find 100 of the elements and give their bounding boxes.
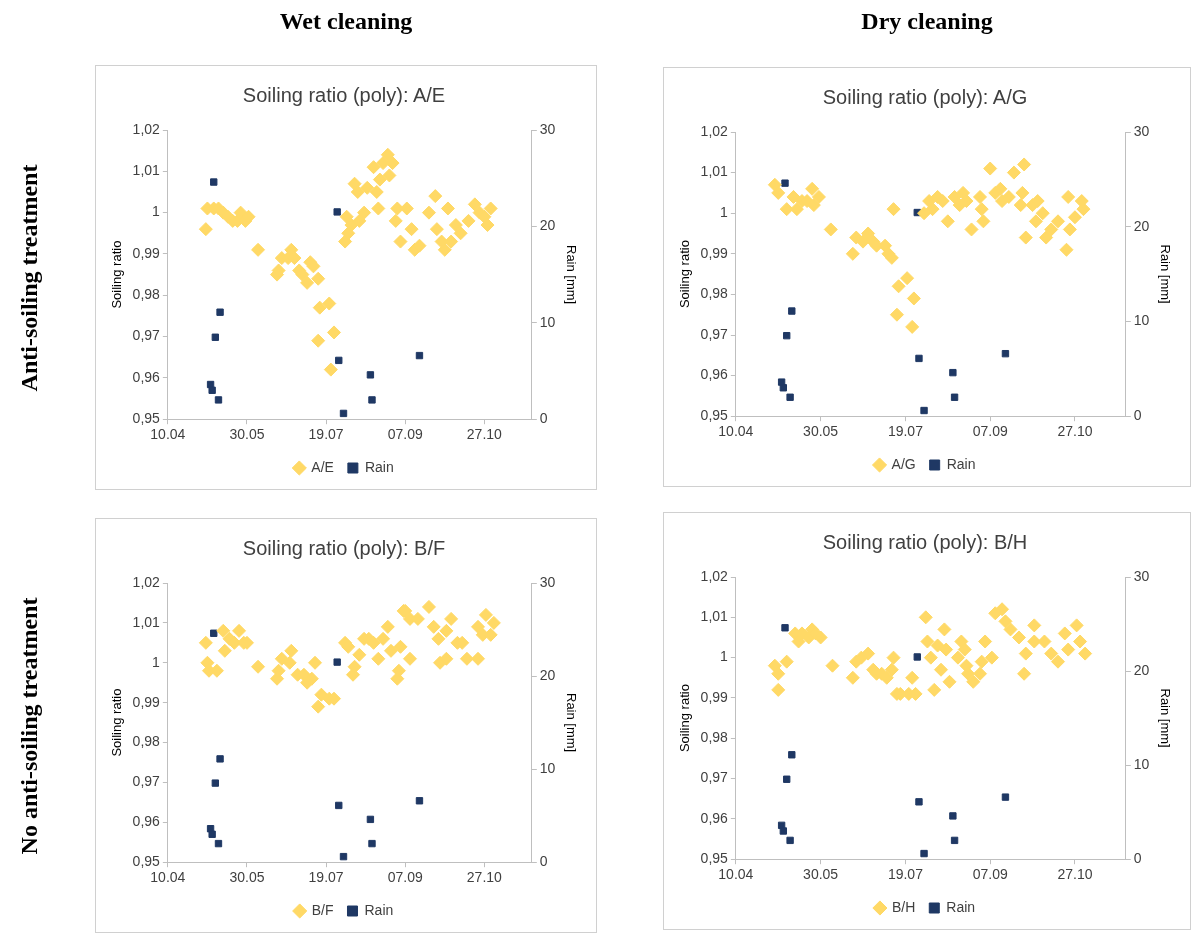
y2-tick-label: 10 (1133, 755, 1150, 772)
y-tick-label: 0,95 (700, 850, 729, 867)
point (339, 852, 348, 861)
y2-tick-label: 20 (1133, 661, 1150, 678)
y2-tick-label: 30 (539, 120, 556, 137)
x-tick-label: 30.05 (229, 869, 265, 886)
y2-tick-label: 30 (1133, 567, 1150, 584)
point (788, 751, 796, 759)
x-tick-label: 07.09 (387, 426, 423, 443)
point (333, 658, 341, 666)
text: Wet cleaning (278, 8, 414, 35)
point (920, 406, 928, 415)
legend-label: B/F (311, 901, 334, 918)
x-tick-label: 10.04 (150, 869, 186, 886)
y-tick-label: 1 (720, 204, 729, 221)
y-axis-title: Soiling ratio (677, 684, 693, 753)
y-tick-label: 1,01 (700, 163, 729, 180)
point (415, 351, 424, 360)
y-tick-label: 1,02 (132, 120, 161, 137)
x-tick-label: 19.07 (308, 869, 344, 886)
y-tick-label: 0,98 (132, 286, 161, 303)
x-tick-label: 19.07 (887, 423, 924, 440)
y2-axis-title: Rain [mm] (563, 692, 579, 753)
y-tick-label: 1,02 (132, 573, 161, 590)
chart-title: Soiling ratio (poly): B/F (242, 536, 446, 559)
y-tick-label: 0,98 (132, 733, 161, 750)
y2-tick-label: 30 (539, 573, 556, 590)
y-tick-label: 0,96 (132, 813, 161, 830)
y2-tick-label: 20 (1133, 217, 1150, 234)
y2-axis-title: Rain [mm] (1157, 244, 1173, 304)
point (366, 815, 375, 824)
point (949, 812, 957, 820)
y-tick-label: 0,95 (132, 853, 161, 870)
y-tick-label: 0,97 (700, 325, 729, 342)
y2-tick-label: 30 (1133, 122, 1150, 139)
text: Anti-soiling treatment (15, 163, 43, 394)
legend-label: Rain (364, 458, 394, 475)
y2-tick-label: 0 (539, 410, 548, 427)
y-tick-label: 0,97 (132, 327, 161, 344)
point (915, 798, 923, 806)
point (950, 836, 959, 845)
y-axis-title: Soiling ratio (109, 240, 125, 309)
point (216, 755, 224, 763)
x-tick-label: 30.05 (803, 866, 839, 883)
y-tick-label: 1 (152, 653, 161, 670)
point (783, 775, 791, 783)
y-tick-label: 0,96 (700, 366, 729, 383)
x-tick-label: 30.05 (803, 423, 839, 440)
y-tick-label: 0,96 (132, 368, 161, 385)
point (339, 409, 348, 418)
x-tick-label: 27.10 (466, 426, 503, 443)
text: Dry cleaning (860, 8, 994, 35)
point (781, 624, 789, 632)
point (788, 307, 796, 315)
legend-label: A/G (891, 455, 916, 472)
point (208, 830, 216, 838)
y-tick-label: 0,98 (700, 285, 729, 302)
point (779, 827, 788, 835)
y2-tick-label: 10 (539, 759, 556, 776)
y2-axis-title: Rain [mm] (1157, 688, 1173, 748)
point (335, 356, 343, 365)
point (366, 371, 375, 379)
x-tick-label: 19.07 (887, 866, 924, 883)
point (208, 386, 216, 394)
y2-axis-title: Rain [mm] (563, 244, 579, 305)
point (415, 797, 424, 805)
point (779, 384, 788, 392)
y-tick-label: 1,02 (700, 122, 729, 139)
point (214, 839, 223, 848)
y-tick-label: 1,01 (132, 162, 161, 179)
y-axis-title: Soiling ratio (677, 240, 693, 309)
y-tick-label: 0,99 (132, 244, 161, 261)
y-tick-label: 0,99 (700, 688, 729, 705)
point (781, 179, 789, 187)
point (335, 801, 343, 810)
x-tick-label: 19.07 (308, 426, 344, 443)
y2-tick-label: 0 (1133, 407, 1142, 424)
y-tick-label: 0,97 (132, 773, 161, 790)
point (1001, 793, 1010, 801)
chart-title: Soiling ratio (poly): A/E (242, 83, 446, 106)
point (368, 396, 376, 404)
x-tick-label: 27.10 (1057, 423, 1093, 440)
x-tick-label: 10.04 (718, 866, 754, 883)
point (210, 629, 218, 637)
text: No anti-soiling treatment (15, 596, 43, 856)
x-tick-label: 27.10 (466, 869, 503, 886)
y-tick-label: 0,96 (700, 809, 729, 826)
point (913, 653, 921, 661)
x-tick-label: 07.09 (972, 866, 1008, 883)
point (1001, 349, 1010, 358)
y-tick-label: 0,95 (700, 407, 729, 424)
point (210, 178, 218, 186)
point (211, 333, 220, 341)
legend-label: Rain (946, 455, 976, 472)
x-tick-label: 27.10 (1057, 866, 1093, 883)
y2-tick-label: 10 (1133, 312, 1150, 329)
y-tick-label: 1,01 (132, 613, 161, 630)
x-tick-label: 30.05 (229, 426, 265, 443)
y2-tick-label: 0 (539, 853, 548, 870)
legend-label: A/E (311, 458, 334, 475)
